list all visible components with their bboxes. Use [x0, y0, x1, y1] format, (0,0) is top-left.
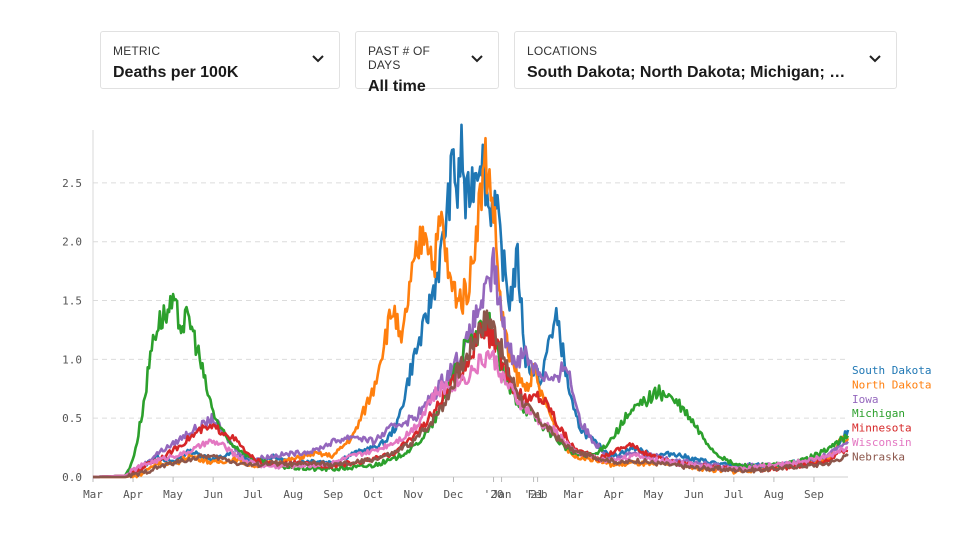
x-tick-label: Mar	[564, 488, 584, 501]
y-tick-label: 1.0	[62, 353, 82, 366]
legend-item-michigan: Michigan	[852, 407, 905, 420]
y-tick-label: 0.5	[62, 412, 82, 425]
chart-axes: 0.0 0.5 1.0 1.5 2.0 2.5 Mar Apr May Jun Jul Aug Sep O…	[62, 130, 848, 501]
x-tick-label: Oct	[363, 488, 383, 501]
y-tick-label: 1.5	[62, 295, 82, 308]
y-tick-label: 2.5	[62, 177, 82, 190]
x-tick-label: Jan	[492, 488, 512, 501]
metric-label: METRIC	[113, 44, 161, 58]
x-tick-label: May	[163, 488, 183, 501]
x-tick-label: '21	[524, 488, 544, 501]
legend-item-nebraska: Nebraska	[852, 450, 905, 463]
legend-item-north-dakota: North Dakota	[852, 378, 931, 391]
x-tick-label: '20	[484, 488, 504, 501]
x-tick-label: Sep	[323, 488, 343, 501]
x-tick-label: Feb	[528, 488, 548, 501]
x-tick-label: Mar	[83, 488, 103, 501]
x-tick-label: Jun	[684, 488, 704, 501]
x-tick-label: Jul	[243, 488, 263, 501]
y-tick-label: 2.0	[62, 236, 82, 249]
chevron-down-icon	[471, 55, 483, 63]
locations-dropdown[interactable]: LOCATIONS South Dakota; North Dakota; Mi…	[514, 31, 897, 89]
x-tick-label: Aug	[764, 488, 784, 501]
days-label: PAST # OF DAYS	[368, 44, 431, 72]
x-tick-label: Apr	[123, 488, 143, 501]
legend-item-iowa: Iowa	[852, 393, 879, 406]
chevron-down-icon	[869, 55, 881, 63]
legend-item-south-dakota: South Dakota	[852, 364, 931, 377]
x-tick-label: Dec	[444, 488, 464, 501]
legend-item-minnesota: Minnesota	[852, 422, 912, 435]
y-tick-label: 0.0	[62, 471, 82, 484]
x-tick-label: Apr	[604, 488, 624, 501]
x-tick-label: May	[644, 488, 664, 501]
x-tick-label: Jul	[724, 488, 744, 501]
x-tick-label: Nov	[403, 488, 423, 501]
chart-series	[92, 123, 850, 479]
legend-item-wisconsin: Wisconsin	[852, 436, 912, 449]
chevron-down-icon	[312, 55, 324, 63]
x-tick-label: Jun	[203, 488, 223, 501]
locations-label: LOCATIONS	[527, 44, 598, 58]
x-tick-label: Sep	[804, 488, 824, 501]
x-tick-label: Aug	[283, 488, 303, 501]
days-dropdown[interactable]: PAST # OF DAYS All time	[355, 31, 499, 95]
series-line-nebraska	[93, 309, 849, 479]
series-line-michigan	[92, 292, 850, 479]
metric-dropdown[interactable]: METRIC Deaths per 100K	[100, 31, 340, 89]
